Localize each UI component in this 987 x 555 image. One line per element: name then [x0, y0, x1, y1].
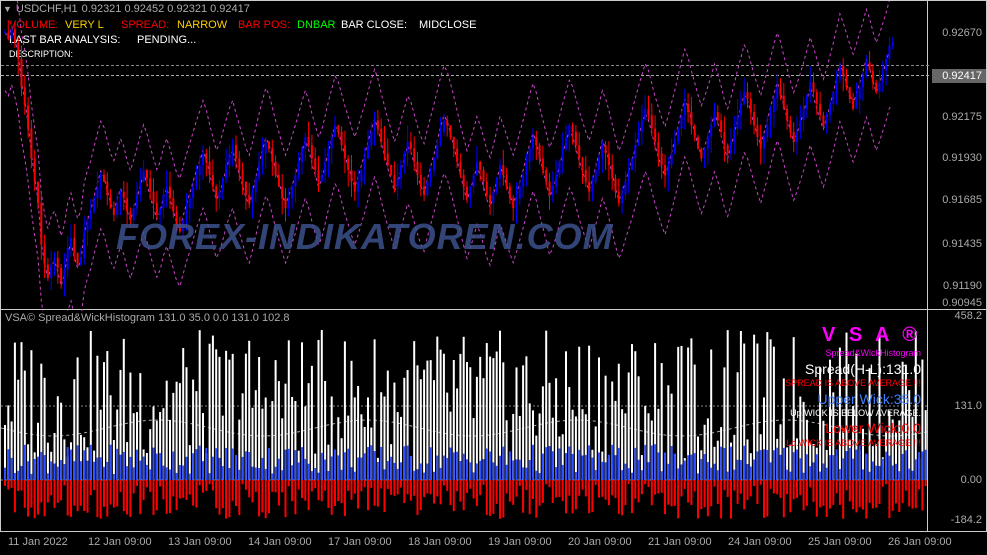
price-tick: 0.91190	[943, 280, 982, 292]
vsa-subtitle: Spread&WickHistogram	[785, 348, 921, 360]
price-tick: 0.91685	[942, 194, 982, 206]
vsa-spread-status: SPREAD IS ABOVE AVERAGE !!!	[785, 378, 921, 390]
price-y-axis: 0.92670 0.92175 0.91930 0.91685 0.91435 0.911…	[928, 0, 987, 310]
time-tick: 26 Jan 09:00	[888, 536, 952, 548]
vsa-lower: Lower Wick:0.0	[785, 419, 921, 437]
indicator-tick: 458.2	[954, 310, 982, 322]
price-chart-svg	[1, 1, 929, 311]
time-tick: 19 Jan 09:00	[488, 536, 552, 548]
vsa-info-block: V S A ® Spread&WickHistogram Spread(H-L)…	[785, 322, 921, 449]
indicator-y-axis: 458.2 131.0 0.00 -184.2	[928, 310, 987, 532]
vsa-logo: V S A ®	[785, 322, 921, 348]
time-tick: 24 Jan 09:00	[728, 536, 792, 548]
price-tick: 0.92175	[942, 111, 982, 123]
time-tick: 25 Jan 09:00	[808, 536, 872, 548]
current-price-tag: 0.92417	[932, 69, 986, 83]
vsa-upper-status: Up.WICK IS BELOW AVERAGE.	[785, 408, 921, 420]
price-tick: 0.91930	[942, 152, 982, 164]
indicator-panel[interactable]: VSA© Spread&WickHistogram 131.0 35.0 0.0…	[0, 310, 928, 532]
time-tick: 18 Jan 09:00	[408, 536, 472, 548]
time-tick: 12 Jan 09:00	[88, 536, 152, 548]
vsa-spread: Spread(H-L):131.0	[785, 360, 921, 378]
vsa-lower-status: Lo.WICK IS ABOVE AVERAGE !!!	[785, 438, 921, 450]
time-tick: 11 Jan 2022	[8, 536, 68, 548]
time-tick: 14 Jan 09:00	[248, 536, 312, 548]
vsa-upper: Upper Wick:35.0	[785, 390, 921, 408]
indicator-tick: 131.0	[954, 400, 982, 412]
time-tick: 13 Jan 09:00	[168, 536, 232, 548]
watermark-text: FOREX-INDIKATOREN.COM	[116, 216, 614, 258]
price-tick: 0.90945	[942, 297, 982, 309]
time-tick: 21 Jan 09:00	[648, 536, 712, 548]
time-tick: 20 Jan 09:00	[568, 536, 632, 548]
time-tick: 17 Jan 09:00	[328, 536, 392, 548]
trading-chart-window: ▼ USDCHF,H1 0.92321 0.92452 0.92321 0.92…	[0, 0, 987, 555]
indicator-tick: 0.00	[961, 474, 982, 486]
price-chart-panel[interactable]: ▼ USDCHF,H1 0.92321 0.92452 0.92321 0.92…	[0, 0, 928, 310]
time-x-axis: 11 Jan 2022 12 Jan 09:00 13 Jan 09:00 14 Ja…	[0, 532, 987, 555]
price-tick: 0.91435	[942, 238, 982, 250]
indicator-tick: -184.2	[951, 514, 982, 526]
price-tick: 0.92670	[942, 27, 982, 39]
